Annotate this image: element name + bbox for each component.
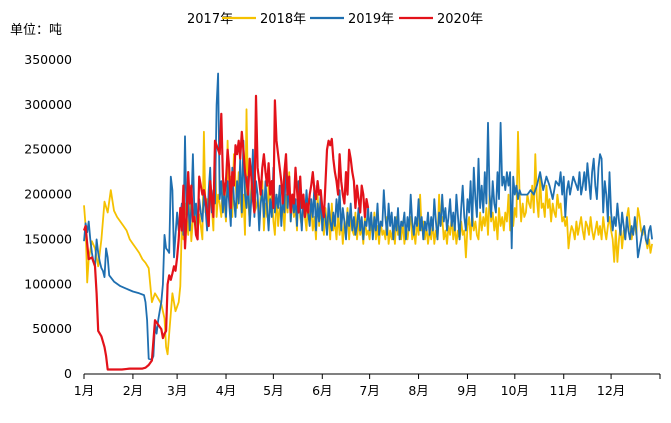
legend-label-0: 2017年 [187,12,233,27]
legend-label-3: 2020年 [437,12,483,27]
y-tick-label: 200000 [24,187,72,202]
y-tick-label: 100000 [24,276,72,291]
legend: 2017年 2018年 2019年 2020年 [187,12,483,27]
series-lines [82,72,653,371]
x-tick-label: 5月 [263,383,283,398]
x-axis-ticks: 1月 2月 3月 4月 5月 6月 7月 8月 9月 10月 11月 12月 [74,374,661,398]
y-tick-label: 300000 [24,97,72,112]
x-tick-label: 9月 [457,383,477,398]
y-tick-label: 250000 [24,142,72,157]
y-tick-label: 50000 [32,321,72,336]
y-tick-label: 150000 [24,231,72,246]
x-tick-label: 11月 [550,383,578,398]
legend-label-1: 2018年 [260,12,306,27]
legend-label-2: 2019年 [348,12,394,27]
x-tick-label: 3月 [167,383,187,398]
x-tick-label: 8月 [408,383,428,398]
x-tick-label: 6月 [312,383,332,398]
y-tick-label: 0 [64,366,72,381]
y-axis-ticks: 0 50000 100000 150000 200000 250000 300000 3500… [24,52,72,381]
y-tick-label: 350000 [24,52,72,67]
x-tick-label: 1月 [74,383,94,398]
x-tick-label: 7月 [359,383,379,398]
x-tick-label: 2月 [123,383,143,398]
x-tick-label: 4月 [216,383,236,398]
x-tick-label: 12月 [597,383,625,398]
x-tick-label: 10月 [501,383,529,398]
series-line-3 [82,94,370,371]
unit-label: 单位：吨 [10,23,63,38]
